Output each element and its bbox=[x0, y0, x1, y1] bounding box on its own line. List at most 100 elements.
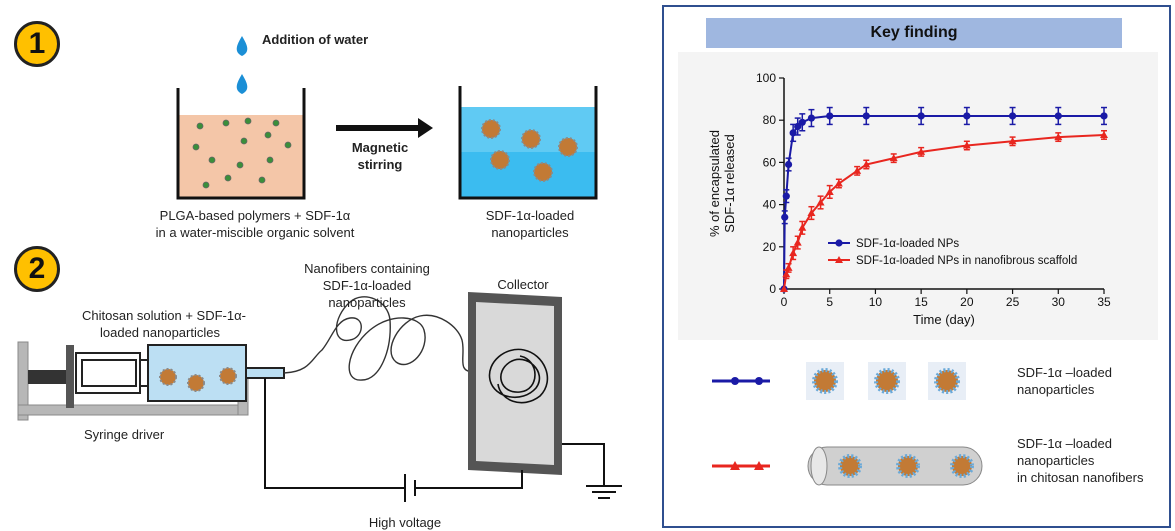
x-tick-label: 5 bbox=[826, 295, 833, 309]
data-point bbox=[889, 154, 898, 162]
data-point bbox=[807, 114, 816, 122]
legend-np-line1: SDF-1α –loaded bbox=[1017, 365, 1112, 380]
x-tick-label: 25 bbox=[1006, 295, 1020, 309]
x-tick-label: 30 bbox=[1052, 295, 1066, 309]
np-caption-line2: nanoparticles bbox=[491, 225, 569, 240]
y-tick-label: 100 bbox=[756, 71, 776, 85]
nanofibers-label-line3: nanoparticles bbox=[328, 295, 406, 310]
process-diagram bbox=[17, 36, 622, 502]
data-point bbox=[963, 112, 971, 120]
step-1-badge: 1 bbox=[14, 21, 60, 67]
data-point bbox=[862, 112, 870, 120]
x-tick-label: 10 bbox=[869, 295, 883, 309]
red-legend-line bbox=[712, 461, 770, 470]
step-2-badge: 2 bbox=[14, 246, 60, 292]
data-point bbox=[789, 249, 798, 257]
data-point bbox=[794, 122, 802, 131]
data-point bbox=[917, 147, 926, 155]
y-tick-label: 60 bbox=[763, 155, 777, 169]
data-point bbox=[962, 141, 971, 149]
y-tick-label: 80 bbox=[763, 113, 777, 127]
legend-label-0: SDF-1α-loaded NPs bbox=[856, 238, 959, 250]
x-tick-label: 0 bbox=[781, 295, 788, 309]
data-point bbox=[825, 187, 834, 195]
data-point bbox=[862, 160, 871, 168]
data-point bbox=[798, 118, 806, 126]
arrow-icon bbox=[336, 118, 433, 138]
polymer-solution-caption: PLGA-based polymers + SDF-1α in a water-… bbox=[145, 207, 365, 241]
y-tick-label: 40 bbox=[763, 198, 777, 212]
legend-marker-1 bbox=[835, 256, 843, 263]
nanoparticles-in-beaker bbox=[481, 119, 578, 182]
legend-np-line2: nanoparticles bbox=[1017, 382, 1095, 397]
chart-legend: SDF-1α-loaded NPs SDF-1α-loaded NPs in na… bbox=[828, 238, 1077, 267]
nanofiber-icon bbox=[807, 446, 983, 486]
polymer-caption-line2: in a water-miscible organic solvent bbox=[155, 225, 355, 240]
y-tick-label: 20 bbox=[763, 240, 777, 254]
high-voltage-circuit bbox=[264, 378, 622, 502]
nanofiber-jet bbox=[283, 296, 475, 381]
nanofibers-label: Nanofibers containing SDF-1α-loaded nano… bbox=[292, 260, 442, 311]
collector-label: Collector bbox=[497, 277, 549, 292]
data-point bbox=[826, 112, 834, 120]
polymer-clusters bbox=[192, 117, 292, 189]
nanofibers-label-line2: SDF-1α-loaded bbox=[322, 278, 412, 293]
data-point bbox=[782, 270, 791, 278]
chart-background bbox=[678, 52, 1158, 340]
x-tick-label: 20 bbox=[960, 295, 974, 309]
nanoparticle-icons bbox=[806, 362, 966, 400]
blue-legend-line bbox=[712, 377, 770, 385]
legend-fiber-line1: SDF-1α –loaded bbox=[1017, 436, 1112, 451]
high-voltage-label: High voltage bbox=[368, 515, 442, 530]
addition-of-water-label: Addition of water bbox=[262, 32, 369, 47]
data-point bbox=[816, 198, 825, 206]
data-point bbox=[782, 192, 790, 200]
data-point bbox=[1054, 112, 1062, 120]
x-tick-label: 15 bbox=[914, 295, 928, 309]
data-point bbox=[1100, 112, 1108, 120]
data-point bbox=[1008, 112, 1017, 120]
data-point bbox=[1008, 137, 1017, 145]
x-tick-label: 35 bbox=[1097, 295, 1111, 309]
data-point bbox=[780, 285, 788, 292]
data-point bbox=[1100, 130, 1108, 138]
data-point bbox=[793, 238, 802, 246]
chart-axes: 0 5 10 15 20 25 30 35 0 20 40 60 80 100 Time (day) % of… bbox=[707, 71, 1111, 327]
y-tick-label: 0 bbox=[769, 282, 776, 296]
x-axis-label: Time (day) bbox=[913, 312, 975, 327]
water-drop-icon bbox=[236, 36, 248, 94]
data-point bbox=[798, 223, 807, 231]
data-point bbox=[1054, 133, 1063, 141]
legend-label-1: SDF-1α-loaded NPs in nanofibrous scaffol… bbox=[856, 255, 1077, 267]
y-axis-label-line1: % of encapsulated bbox=[707, 130, 722, 237]
data-point bbox=[781, 213, 789, 221]
legend-fiber-text: SDF-1α –loaded nanoparticles in chitosan… bbox=[1017, 435, 1167, 486]
chitosan-label-line1: Chitosan solution + SDF-1α- bbox=[82, 308, 246, 323]
chitosan-label: Chitosan solution + SDF-1α- loaded nanop… bbox=[82, 307, 282, 341]
data-point bbox=[784, 263, 793, 271]
legend-fiber-line2: nanoparticles bbox=[1017, 453, 1095, 468]
collector bbox=[468, 292, 562, 475]
nanofibers-label-line1: Nanofibers containing bbox=[304, 261, 430, 276]
legend-marker-0 bbox=[835, 239, 843, 247]
data-point bbox=[784, 160, 793, 169]
nanoparticle-caption: SDF-1α-loaded nanoparticles bbox=[455, 207, 605, 241]
chart-series bbox=[780, 106, 1108, 293]
syringe bbox=[75, 344, 285, 402]
legend-np-text: SDF-1α –loaded nanoparticles bbox=[1017, 364, 1167, 398]
syringe-driver-label: Syringe driver bbox=[84, 427, 165, 442]
key-finding-title: Key finding bbox=[706, 18, 1122, 48]
data-point bbox=[917, 112, 925, 120]
data-point bbox=[834, 179, 843, 187]
polymer-caption-line1: PLGA-based polymers + SDF-1α bbox=[159, 208, 351, 223]
data-point bbox=[807, 209, 816, 217]
data-point bbox=[853, 166, 862, 174]
chitosan-label-line2: loaded nanoparticles bbox=[100, 325, 220, 340]
magnetic-stirring-label: Magnetic stirring bbox=[336, 139, 424, 173]
magnetic-stirring-text: Magnetic stirring bbox=[351, 140, 409, 172]
legend-fiber-line3: in chitosan nanofibers bbox=[1017, 470, 1144, 485]
np-caption-line1: SDF-1α-loaded bbox=[485, 208, 575, 223]
y-axis-label-line2: SDF-1α released bbox=[722, 134, 737, 233]
